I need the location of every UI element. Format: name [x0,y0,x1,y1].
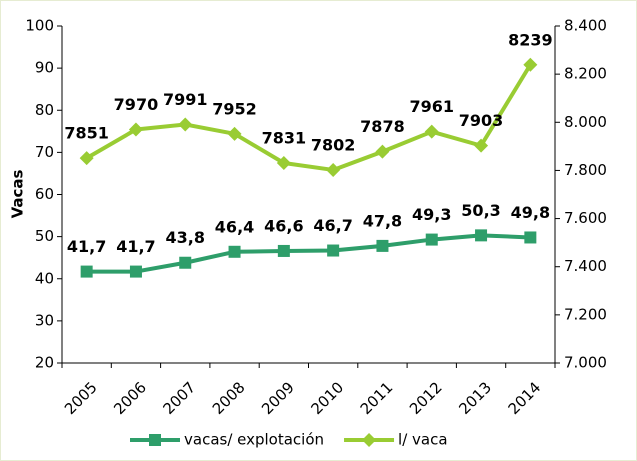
series-line [86,233,531,274]
y2-tick-label: 8.400 [564,17,607,35]
y2-tick-label: 7.400 [564,257,607,275]
y-tick-label: 30 [35,311,54,329]
point [375,144,390,159]
data-label: 7961 [409,97,454,116]
data-label: 7878 [360,117,405,136]
data-label: 41,7 [67,237,106,256]
data-label: 8239 [508,30,553,49]
point [149,434,161,446]
point [376,239,389,252]
y-tick-label: 50 [35,227,54,245]
data-label: 7903 [459,111,504,130]
y-tick-label: 20 [35,354,54,372]
y2-tick-label: 7.000 [564,354,607,372]
y-tick-label: 90 [35,59,54,77]
point [327,244,340,257]
y2-tick-label: 8.200 [564,65,607,83]
legend-label: l/ vaca [398,431,448,449]
point [326,162,341,177]
point [179,256,192,269]
point [474,138,489,153]
y-tick-label: 100 [25,17,54,35]
data-label: 7991 [163,90,208,109]
data-label: 50,3 [461,201,500,220]
y-tick-label: 40 [35,269,54,287]
data-label: 47,8 [363,211,402,230]
y2-tick-label: 7.800 [564,161,607,179]
y-axis-label: Vacas [9,170,27,219]
point [362,433,377,447]
point [178,117,193,132]
point [129,265,142,278]
data-label: 7970 [114,95,159,114]
series-line [85,63,533,172]
data-label: 41,7 [116,237,155,256]
point [425,233,438,246]
data-label: 46,4 [215,217,254,236]
point [424,124,439,139]
data-label: 7831 [262,128,307,147]
point [475,229,488,242]
point [277,244,290,257]
data-label: 49,8 [511,203,550,222]
point [227,126,242,141]
y-tick-label: 60 [35,185,54,203]
legend-label: vacas/ explotación [184,431,324,449]
point [523,57,538,72]
point [79,151,94,166]
y2-tick-label: 7.200 [564,305,607,323]
y2-tick-label: 7.600 [564,209,607,227]
y-tick-label: 70 [35,143,54,161]
point [128,122,143,137]
data-label: 7851 [64,124,109,143]
data-label: 7802 [311,135,356,154]
point [276,155,291,170]
data-label: 49,3 [412,205,451,224]
y-tick-label: 80 [35,101,54,119]
data-label: 46,6 [264,216,303,235]
point [524,231,537,244]
y2-tick-label: 8.000 [564,113,607,131]
data-label: 7952 [212,99,257,118]
point [228,245,241,258]
point [80,265,93,278]
data-label: 46,7 [313,216,352,235]
data-label: 43,8 [166,228,205,247]
